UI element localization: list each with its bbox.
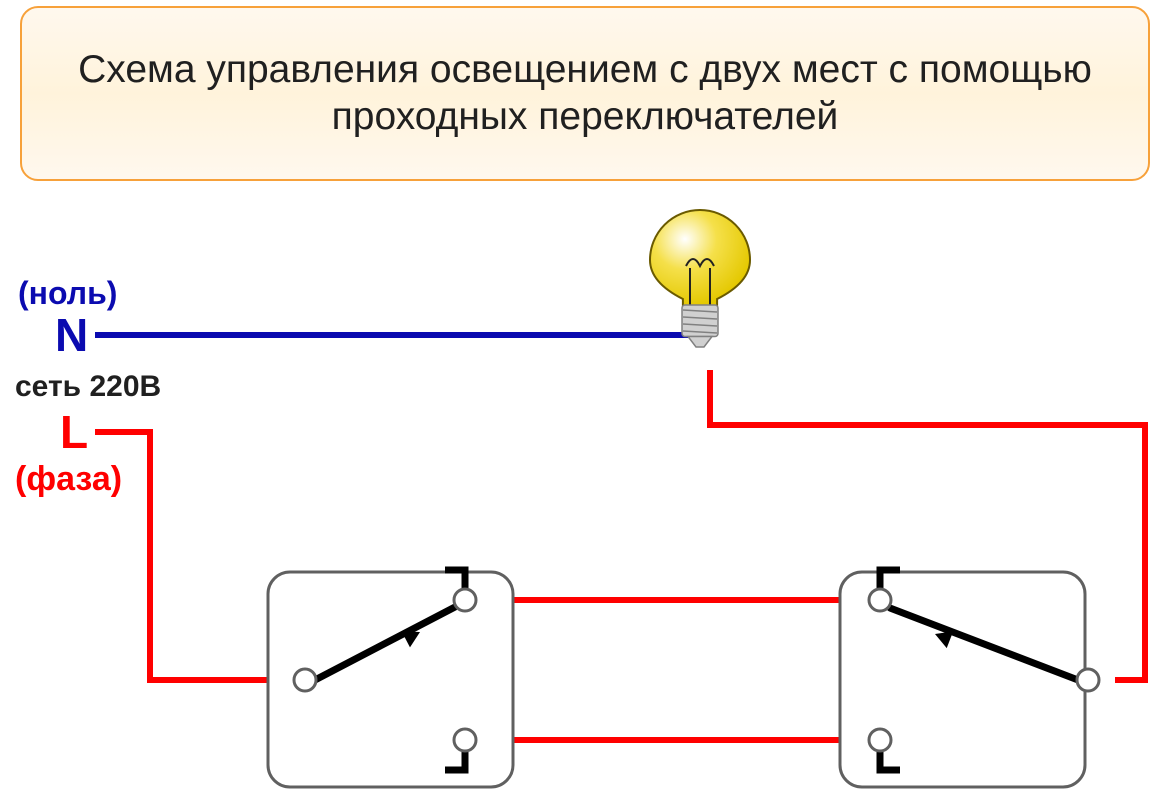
switch-1-terminal-out-top <box>454 589 476 611</box>
bulb-glass <box>650 210 750 307</box>
switch-1-terminal-common <box>294 669 316 691</box>
switch-2-terminal-out-top <box>869 589 891 611</box>
wiring-diagram <box>0 0 1172 798</box>
switch-2-terminal-common <box>1077 669 1099 691</box>
light-bulb-icon <box>650 210 750 347</box>
switch-2-terminal-out-bottom <box>869 729 891 751</box>
switch-1-terminal-out-bottom <box>454 729 476 751</box>
bulb-base-tip <box>688 337 712 348</box>
